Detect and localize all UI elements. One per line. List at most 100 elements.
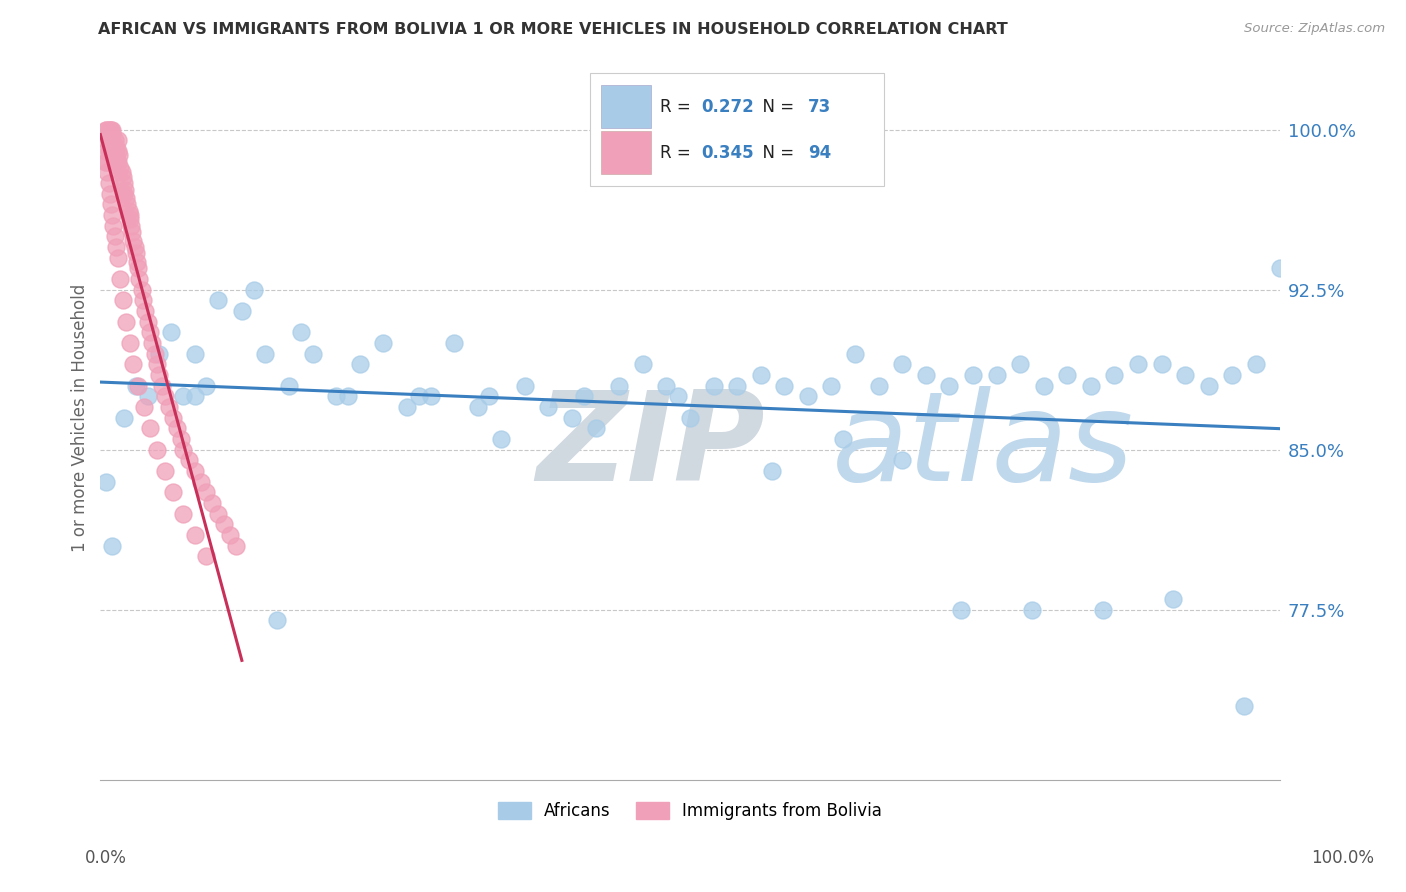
Point (231, 304, 253, 318)
Point (96, 123, 118, 137)
Point (325, 389, 347, 403)
Text: N =: N = (752, 144, 800, 162)
Point (107, 144, 129, 158)
Point (278, 378, 301, 392)
Text: R =: R = (661, 144, 696, 162)
Point (96, 133, 118, 147)
Point (157, 400, 180, 414)
Text: N =: N = (752, 97, 800, 116)
Point (120, 219, 142, 233)
Point (101, 539, 124, 553)
Point (1126, 358, 1149, 372)
Point (104, 140, 127, 154)
Point (105, 154, 128, 169)
Point (914, 368, 936, 382)
Point (212, 517, 235, 532)
Point (301, 347, 323, 361)
Point (467, 400, 489, 414)
Point (112, 410, 135, 425)
Legend: Africans, Immigrants from Bolivia: Africans, Immigrants from Bolivia (491, 795, 889, 826)
Point (146, 358, 169, 372)
Point (127, 261, 149, 276)
Point (986, 368, 1008, 382)
Point (773, 378, 796, 392)
Point (408, 389, 430, 403)
Point (136, 389, 159, 403)
Point (107, 133, 129, 147)
Point (101, 148, 124, 162)
Point (190, 475, 212, 489)
FancyBboxPatch shape (602, 131, 651, 174)
Point (127, 378, 149, 392)
Point (115, 191, 138, 205)
Point (172, 442, 194, 457)
Y-axis label: 1 or more Vehicles in Household: 1 or more Vehicles in Household (72, 284, 89, 552)
Point (679, 410, 702, 425)
Point (1091, 602, 1114, 616)
Point (101, 123, 124, 137)
Text: atlas: atlas (831, 386, 1133, 508)
Point (118, 212, 141, 227)
Point (155, 464, 177, 478)
Point (1220, 368, 1243, 382)
Point (96, 154, 118, 169)
Point (395, 400, 418, 414)
Point (242, 283, 264, 297)
Point (177, 453, 200, 467)
Point (103, 219, 125, 233)
Point (96, 165, 118, 179)
Point (96, 144, 118, 158)
Point (832, 432, 855, 446)
Text: 0.345: 0.345 (702, 144, 755, 162)
Text: R =: R = (661, 97, 696, 116)
Point (172, 507, 194, 521)
Text: 94: 94 (808, 144, 831, 162)
Point (891, 358, 914, 372)
Point (183, 464, 205, 478)
Point (797, 389, 820, 403)
Point (131, 283, 153, 297)
Point (962, 368, 984, 382)
Point (1010, 358, 1032, 372)
Point (1174, 368, 1197, 382)
Point (98, 123, 121, 137)
Point (1233, 698, 1256, 713)
Point (572, 389, 595, 403)
Point (150, 378, 173, 392)
Point (585, 421, 607, 435)
Point (98, 133, 121, 147)
Point (134, 304, 156, 318)
Point (207, 507, 229, 521)
Point (96, 475, 118, 489)
Point (266, 613, 288, 627)
Point (195, 549, 218, 564)
Point (107, 251, 129, 265)
Point (1104, 368, 1126, 382)
Point (478, 389, 501, 403)
Point (607, 378, 630, 392)
Point (107, 154, 129, 169)
Point (725, 378, 748, 392)
Point (195, 378, 218, 392)
Point (122, 358, 145, 372)
Point (101, 208, 124, 222)
Point (125, 255, 148, 269)
Point (103, 144, 125, 158)
Point (1080, 378, 1102, 392)
Point (702, 378, 724, 392)
Point (844, 347, 866, 361)
Point (1021, 602, 1043, 616)
Point (183, 389, 205, 403)
Point (1056, 368, 1078, 382)
Point (96, 154, 118, 169)
Point (115, 315, 138, 329)
Point (139, 326, 162, 340)
Point (1244, 358, 1267, 372)
Point (183, 528, 205, 542)
Text: 73: 73 (808, 97, 831, 116)
Point (118, 203, 141, 218)
Point (112, 186, 135, 201)
Point (101, 127, 124, 141)
FancyBboxPatch shape (602, 85, 651, 128)
Point (1150, 358, 1173, 372)
